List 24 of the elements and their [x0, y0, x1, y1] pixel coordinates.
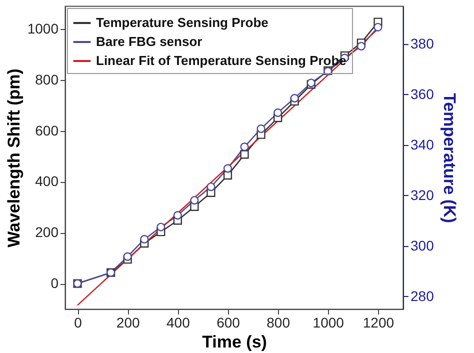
x-tick-label: 0	[74, 314, 82, 330]
y-tick-label: 1000	[27, 20, 59, 36]
y2-tick-label: 360	[410, 86, 434, 102]
x-tick-label: 1200	[362, 314, 394, 330]
y2-tick-label: 340	[410, 136, 434, 152]
y2-tick-label: 300	[410, 237, 434, 254]
y-tick-label: 0	[50, 275, 59, 292]
y2-tick-label: 380	[410, 35, 434, 52]
y-tick-label: 800	[35, 71, 59, 88]
y2-tick-label: 320	[410, 186, 434, 203]
y-tick-label: 400	[35, 173, 59, 190]
x-tick-label: 400	[166, 314, 190, 330]
x-tick-label: 1000	[312, 314, 344, 330]
x-tick-label: 600	[216, 314, 240, 330]
legend-label: Bare FBG sensor	[96, 34, 202, 49]
y2-tick-label: 280	[410, 288, 434, 304]
legend-label: Temperature Sensing Probe	[96, 15, 268, 30]
y-axis-title: Wavelength Shift (pm)	[4, 68, 24, 248]
x-tick-label: 200	[116, 314, 140, 330]
y-tick-label: 600	[35, 122, 59, 138]
x-axis-title: Time (s)	[202, 332, 267, 352]
y2-axis-title: Temperature (K)	[440, 92, 459, 224]
y-tick-label: 200	[35, 224, 59, 240]
x-tick-label: 800	[266, 314, 290, 330]
